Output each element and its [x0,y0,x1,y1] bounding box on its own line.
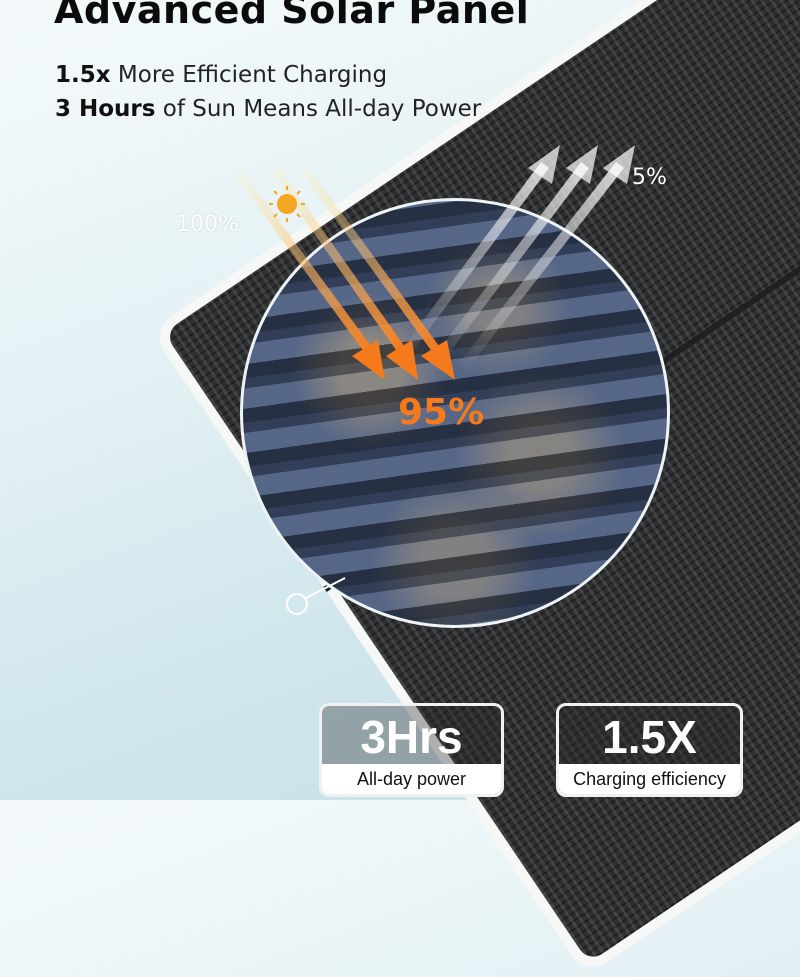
badge-value: 3Hrs [360,711,463,763]
incoming-percent: 100% [176,212,239,237]
badge-caption: All-day power [322,764,501,794]
page-title: Advanced Solar Panel [54,0,530,32]
subtitle-line-1: 1.5x More Efficient Charging [55,62,388,88]
sun-icon [269,186,305,222]
badge-hours: 3Hrs All-day power [319,703,504,797]
callout-pointer [286,577,346,615]
subtitle-line-2: 3 Hours of Sun Means All-day Power [55,96,482,122]
absorbed-percent: 95% [398,392,485,433]
badge-caption: Charging efficiency [559,764,740,794]
reflected-percent: 5% [632,165,667,190]
incoming-arrows [236,167,444,358]
badge-efficiency: 1.5X Charging efficiency [556,703,743,797]
badge-value: 1.5X [602,711,697,763]
light-arrows-diagram [236,161,624,615]
